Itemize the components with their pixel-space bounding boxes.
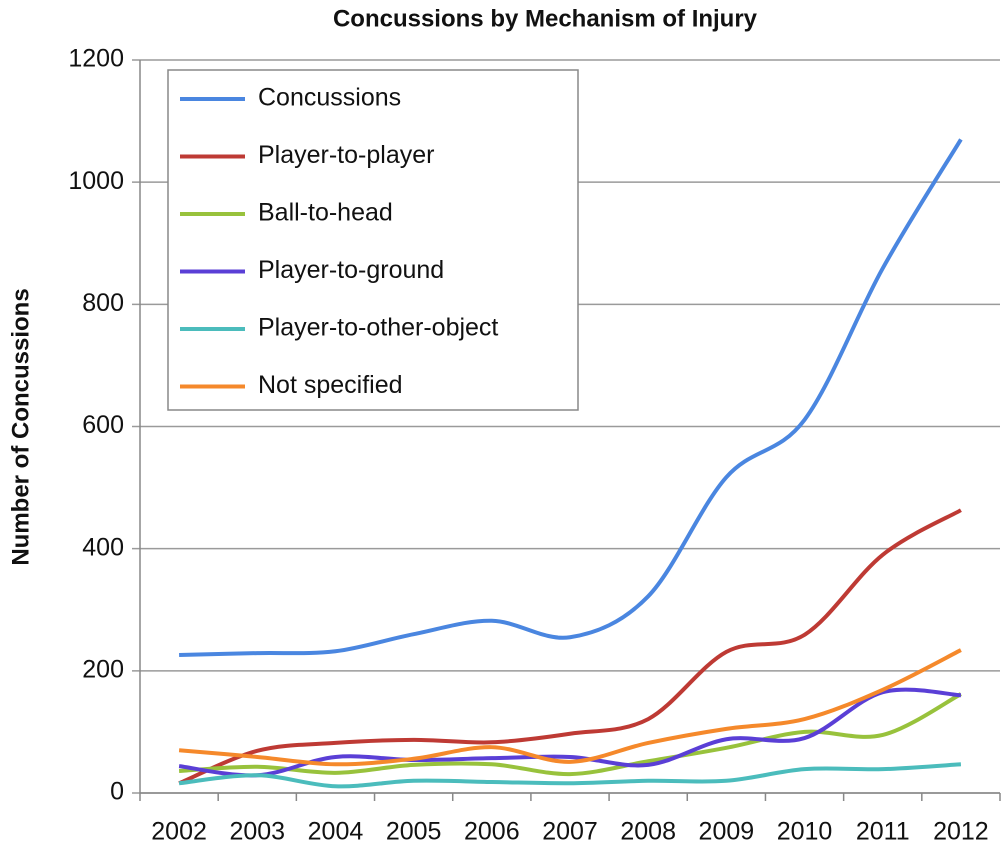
y-tick-label: 800: [82, 289, 124, 317]
legend-label: Not specified: [258, 371, 403, 399]
legend-label: Player-to-player: [258, 141, 434, 169]
series-line: [178, 508, 962, 786]
x-tick-label: 2006: [464, 818, 520, 846]
legend-label: Concussions: [258, 84, 401, 112]
y-axis-label: Number of Concussions: [7, 288, 34, 565]
x-tick-label: 2005: [386, 818, 442, 846]
chart-title: Concussions by Mechanism of Injury: [333, 5, 758, 32]
y-tick-label: 600: [82, 411, 124, 439]
series-line: [178, 692, 962, 777]
x-tick-label: 2012: [933, 818, 989, 846]
x-tick-label: 2010: [777, 818, 833, 846]
legend-label: Player-to-ground: [258, 256, 444, 284]
y-tick-label: 0: [110, 778, 124, 806]
legend-label: Ball-to-head: [258, 199, 393, 227]
y-tick-label: 400: [82, 533, 124, 561]
x-tick-label: 2002: [151, 818, 207, 846]
x-tick-label: 2011: [856, 818, 910, 846]
series-line: [179, 138, 963, 657]
x-tick-label: 2003: [229, 818, 285, 846]
x-tick-label: 2009: [699, 818, 755, 846]
series-line: [178, 648, 962, 767]
series-line: [178, 762, 962, 789]
y-tick-label: 1200: [68, 45, 124, 73]
x-tick-label: 2004: [308, 818, 364, 846]
y-tick-label: 1000: [68, 167, 124, 195]
x-tick-label: 2007: [542, 818, 598, 846]
x-tick-label: 2008: [620, 818, 676, 846]
legend-box: [167, 69, 579, 411]
legend-label: Player-to-other-object: [258, 314, 498, 342]
y-tick-label: 200: [82, 655, 124, 683]
